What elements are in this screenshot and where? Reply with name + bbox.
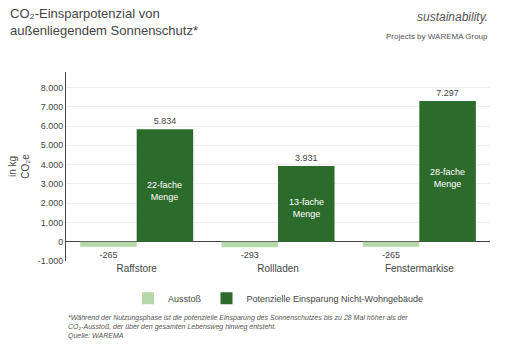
svg-text:2.000: 2.000 <box>41 198 64 208</box>
svg-text:-265: -265 <box>99 250 117 260</box>
svg-text:22-facheMenge: 22-facheMenge <box>147 180 182 202</box>
svg-text:Raffstore: Raffstore <box>116 263 157 274</box>
svg-text:Potenzielle Einsparung Nicht-W: Potenzielle Einsparung Nicht-Wohngebäude <box>247 294 423 304</box>
svg-text:-265: -265 <box>382 250 400 260</box>
svg-text:*Während der Nutzungsphase ist: *Während der Nutzungsphase ist die poten… <box>68 314 408 340</box>
svg-text:-1.000: -1.000 <box>38 256 64 266</box>
svg-text:7.000: 7.000 <box>41 102 64 112</box>
svg-text:1.000: 1.000 <box>41 218 64 228</box>
svg-text:0: 0 <box>58 237 63 247</box>
svg-text:Fenstermarkise: Fenstermarkise <box>385 263 454 274</box>
svg-text:7.297: 7.297 <box>436 88 459 98</box>
svg-text:Ausstoß: Ausstoß <box>168 294 202 304</box>
svg-text:4.000: 4.000 <box>41 160 64 170</box>
svg-text:Projects by WAREMA Group: Projects by WAREMA Group <box>386 32 488 41</box>
svg-text:3.000: 3.000 <box>41 179 64 189</box>
svg-text:sustainability.: sustainability. <box>417 10 488 24</box>
svg-text:CO₂-Einsparpotenzial vonaußenl: CO₂-Einsparpotenzial vonaußenliegendem S… <box>10 6 198 38</box>
svg-text:13-facheMenge: 13-facheMenge <box>289 197 324 219</box>
svg-text:28-facheMenge: 28-facheMenge <box>430 167 465 189</box>
svg-text:Rollladen: Rollladen <box>257 263 299 274</box>
svg-text:6.000: 6.000 <box>41 121 64 131</box>
svg-text:3.931: 3.931 <box>295 153 318 163</box>
svg-text:8.000: 8.000 <box>41 83 64 93</box>
svg-text:-293: -293 <box>241 250 259 260</box>
svg-text:in kgCO₂e: in kgCO₂e <box>7 154 31 179</box>
svg-text:5.834: 5.834 <box>154 116 177 126</box>
svg-text:5.000: 5.000 <box>41 140 64 150</box>
